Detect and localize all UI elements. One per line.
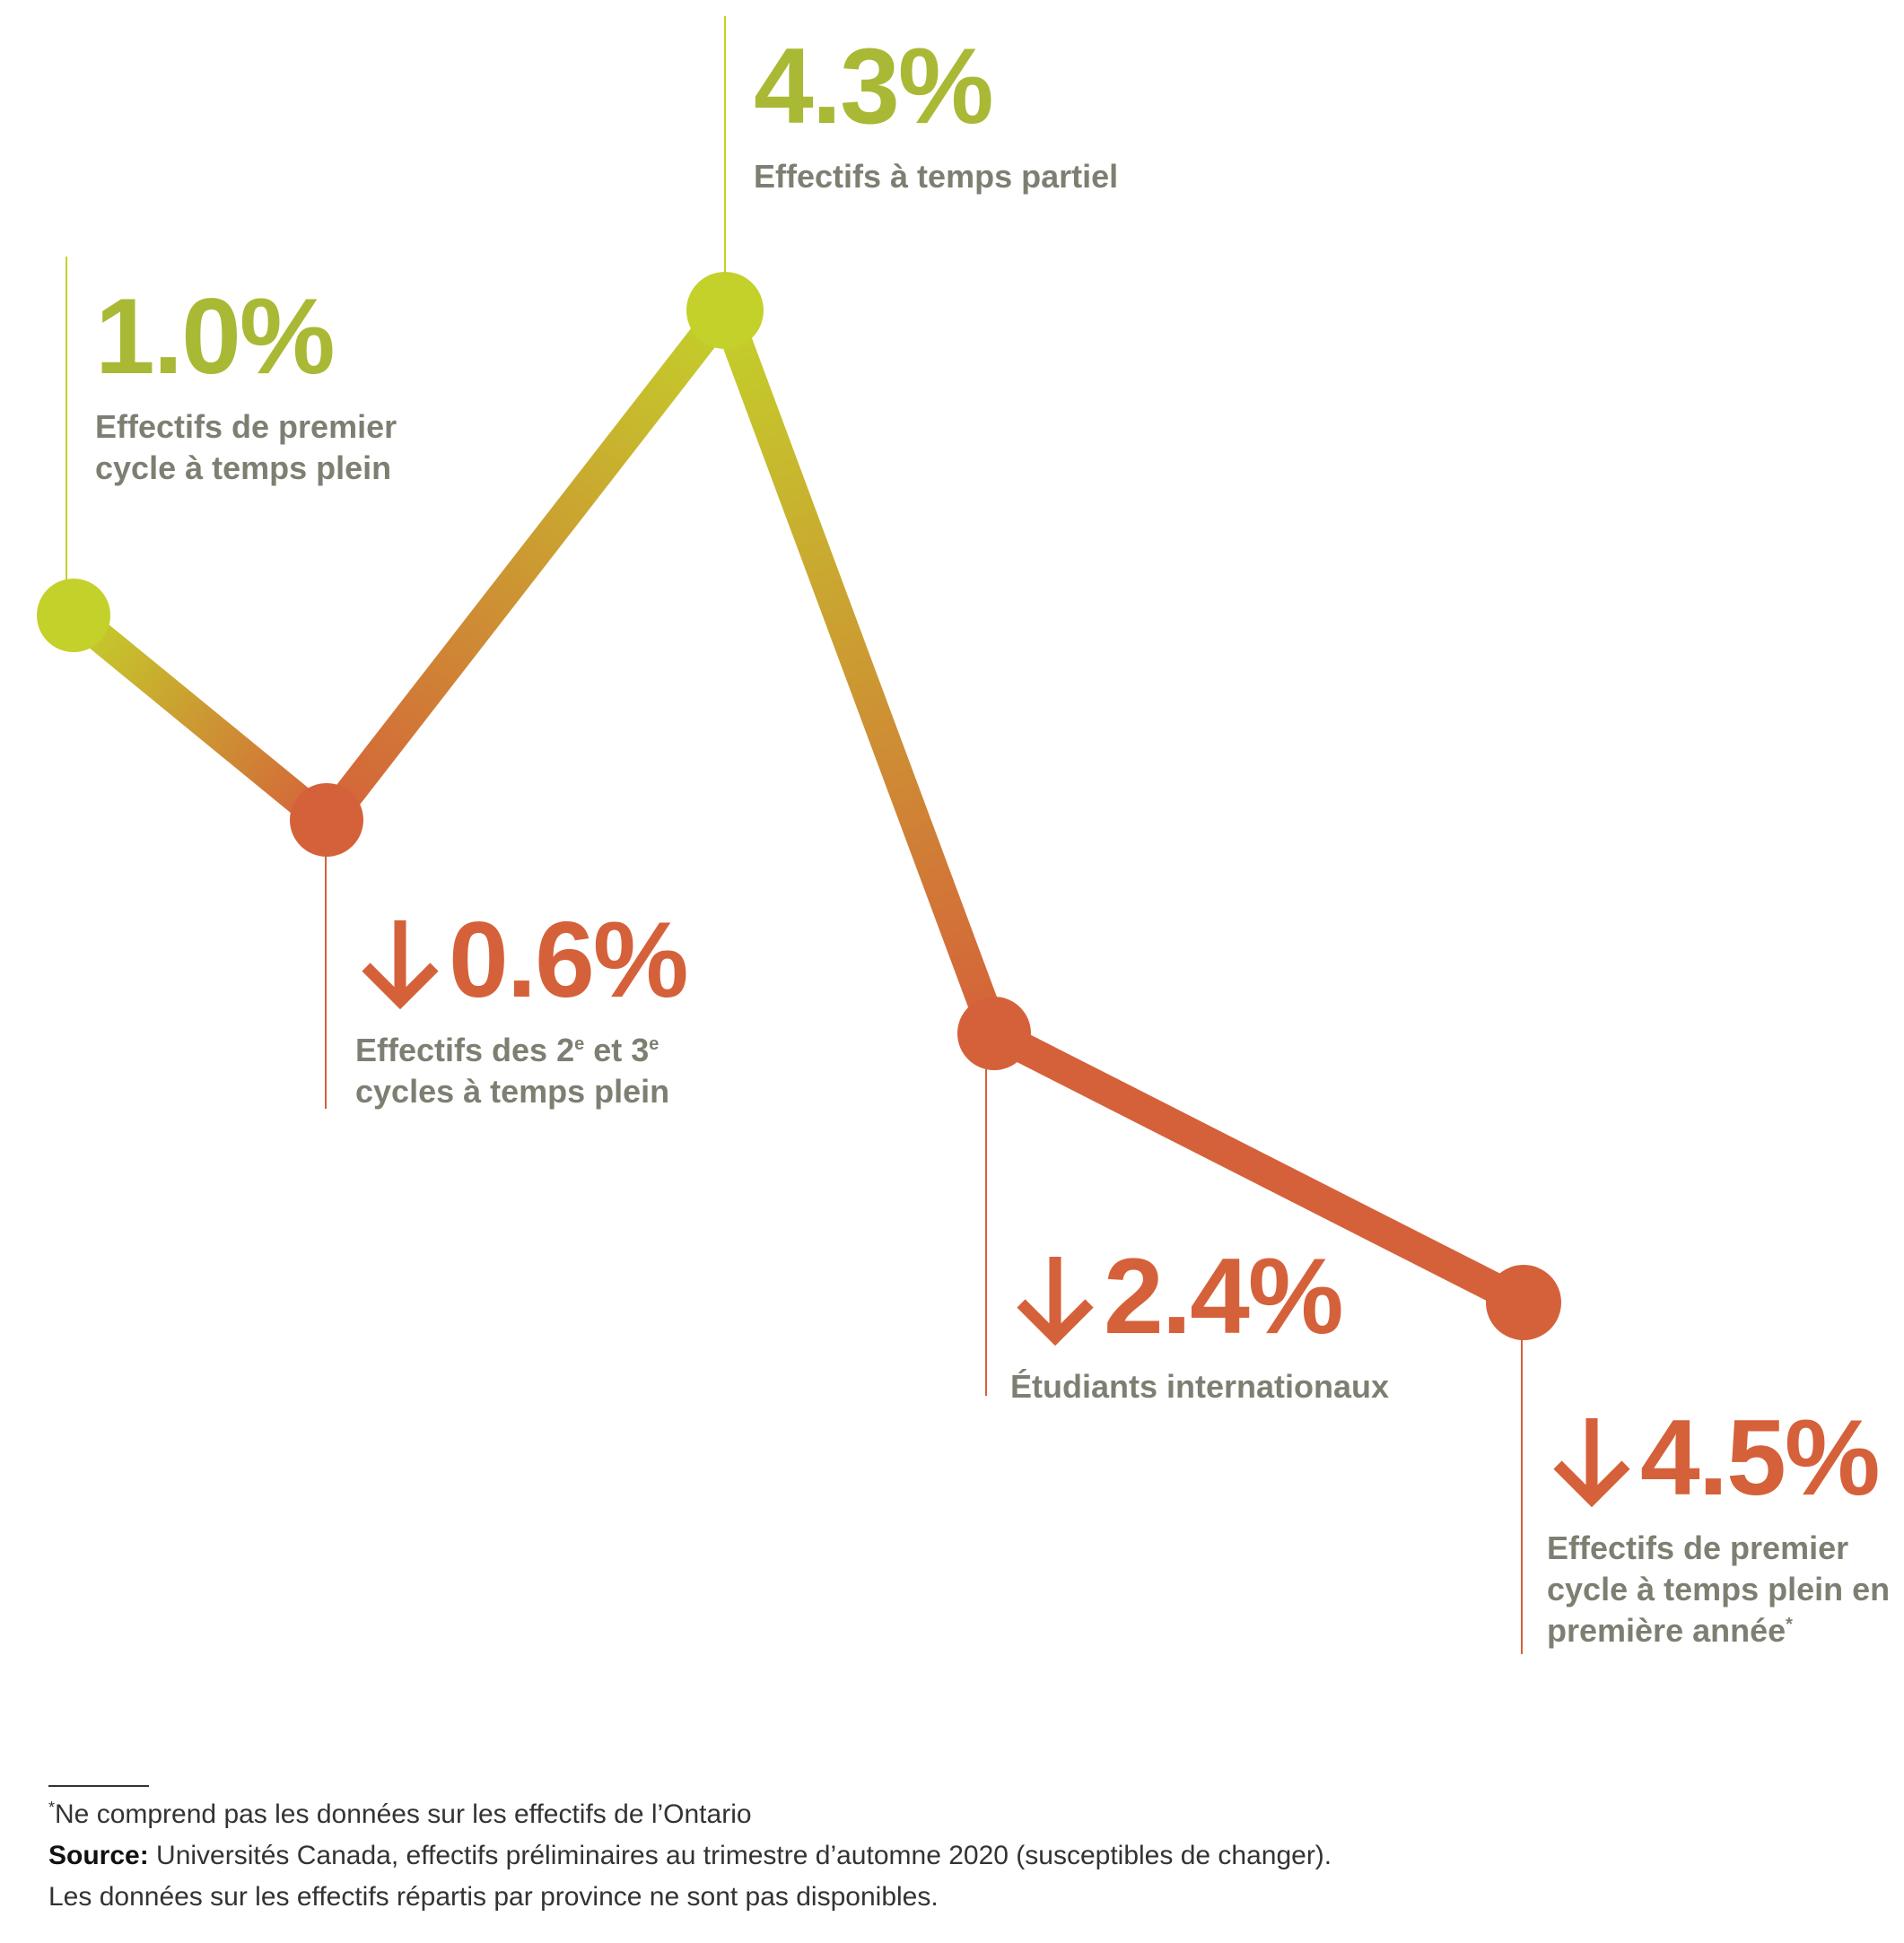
callout-1: 1.0% Effectifs de premier cycle à temps … — [95, 283, 397, 489]
line-segment-2 — [311, 294, 740, 838]
point-label-3: Effectifs à temps partiel — [754, 156, 1118, 197]
callout-5: 4.5% Effectifs de premier cycle à temps … — [1547, 1404, 1890, 1651]
point-label-1: Effectifs de premier cycle à temps plein — [95, 406, 397, 489]
data-label-3: 4.3% — [754, 26, 994, 146]
point-label-2-line-1: Effectifs des 2e et 3e — [355, 1032, 659, 1068]
footnote-divider — [48, 1785, 149, 1787]
point-label-4: Étudiants internationaux — [1010, 1366, 1389, 1407]
callout-4: 2.4% Étudiants internationaux — [1010, 1242, 1389, 1407]
down-arrow-icon — [1553, 1418, 1630, 1508]
data-point-5 — [1486, 1265, 1561, 1340]
callout-3: 4.3% Effectifs à temps partiel — [754, 32, 1118, 197]
data-label-2-wrap: 0.6% — [355, 900, 689, 1020]
data-point-3 — [686, 272, 764, 349]
down-arrow-icon — [362, 920, 439, 1010]
line-segment-1 — [58, 600, 342, 838]
point-label-5-line-3: première année* — [1547, 1612, 1793, 1649]
point-label-4-line-1: Étudiants internationaux — [1010, 1368, 1390, 1405]
point-label-1-line-2: cycle à temps plein — [95, 449, 392, 486]
data-label-2: 0.6% — [449, 900, 689, 1020]
data-label-4-wrap: 2.4% — [1010, 1242, 1389, 1350]
footnote-availability: Les données sur les effectifs répartis p… — [48, 1882, 939, 1912]
data-label-5-wrap: 4.5% — [1547, 1404, 1890, 1512]
line-segment-3 — [710, 294, 1009, 1049]
footnote-note: *Ne comprend pas les données sur les eff… — [48, 1799, 752, 1829]
point-label-2: Effectifs des 2e et 3e cycles à temps pl… — [355, 1030, 687, 1112]
data-label-1: 1.0% — [95, 276, 336, 396]
data-point-1 — [37, 579, 110, 652]
point-label-5: Effectifs de premier cycle à temps plein… — [1547, 1528, 1890, 1651]
point-label-5-line-2: cycle à temps plein en — [1547, 1571, 1891, 1608]
callout-2: 0.6% Effectifs des 2e et 3e cycles à tem… — [355, 900, 689, 1112]
data-point-2 — [290, 783, 363, 857]
footnote-source: Source: Universités Canada, effectifs pr… — [48, 1841, 1332, 1870]
point-label-3-line-1: Effectifs à temps partiel — [754, 158, 1119, 195]
data-label-4: 2.4% — [1104, 1236, 1344, 1356]
down-arrow-icon — [1017, 1257, 1094, 1346]
line-segment-4 — [979, 1018, 1539, 1318]
point-label-2-line-2: cycles à temps plein — [355, 1073, 670, 1110]
point-label-5-line-1: Effectifs de premier — [1547, 1529, 1849, 1566]
data-label-5: 4.5% — [1640, 1398, 1881, 1518]
point-label-1-line-1: Effectifs de premier — [95, 408, 397, 445]
data-point-4 — [957, 997, 1031, 1070]
